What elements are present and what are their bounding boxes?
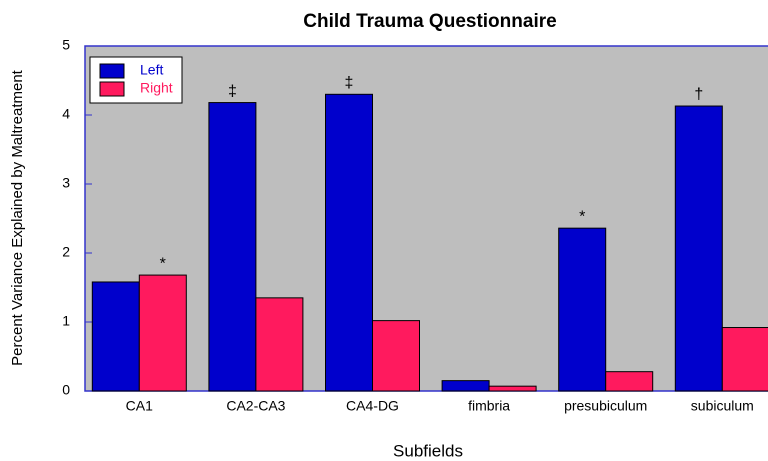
chart-title: Child Trauma Questionnaire: [303, 11, 556, 32]
x-tick-label: CA2-CA3: [226, 398, 285, 414]
plot-area: [84, 45, 768, 392]
bar: [255, 297, 304, 392]
bar: [372, 320, 420, 392]
x-axis-label: Subfields: [393, 441, 463, 460]
bar: [208, 102, 257, 392]
annotation: *: [579, 208, 585, 225]
legend-swatch: [99, 81, 125, 97]
legend-swatch: [99, 63, 125, 79]
bar: [441, 380, 490, 392]
annotation: ‡: [228, 83, 237, 100]
y-tick-label: 0: [62, 382, 70, 398]
annotation: ‡: [345, 75, 354, 92]
annotation: *: [160, 255, 166, 272]
x-tick-label: presubiculum: [564, 398, 647, 414]
annotation: †: [694, 86, 703, 103]
legend-label: Right: [140, 80, 173, 96]
bar: [674, 105, 723, 392]
bar: [721, 327, 768, 392]
bar: [138, 274, 187, 392]
y-tick-label: 5: [62, 37, 70, 53]
y-tick-label: 1: [62, 313, 70, 329]
y-tick-label: 4: [62, 106, 70, 122]
legend-label: Left: [140, 62, 163, 78]
x-tick-label: CA1: [126, 398, 153, 414]
bar: [91, 281, 140, 392]
x-tick-label: fimbria: [468, 398, 510, 414]
bar: [605, 371, 654, 392]
bar: [488, 385, 537, 392]
y-tick-label: 2: [62, 244, 70, 260]
y-tick-label: 3: [62, 175, 70, 191]
x-tick-label: CA4-DG: [346, 398, 399, 414]
bar: [558, 227, 607, 392]
x-tick-label: subiculum: [691, 398, 754, 414]
y-axis-label: Percent Variance Explained by Maltreatme…: [9, 69, 26, 366]
bar: [325, 93, 373, 392]
